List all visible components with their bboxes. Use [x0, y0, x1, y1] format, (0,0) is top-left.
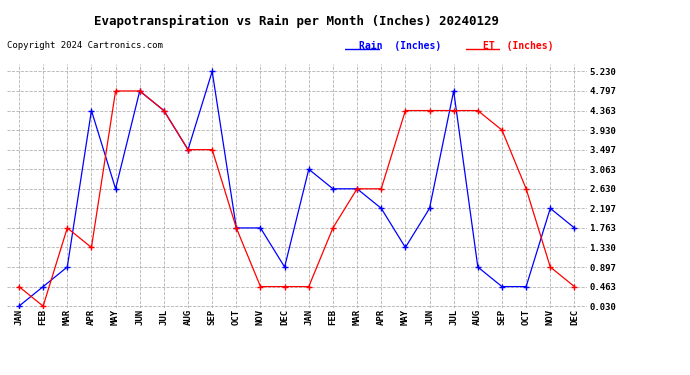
Text: Evapotranspiration vs Rain per Month (Inches) 20240129: Evapotranspiration vs Rain per Month (In…: [95, 15, 499, 28]
Text: Copyright 2024 Cartronics.com: Copyright 2024 Cartronics.com: [7, 41, 163, 50]
Text: ET  (Inches): ET (Inches): [483, 41, 553, 51]
Text: Rain  (Inches): Rain (Inches): [359, 41, 441, 51]
